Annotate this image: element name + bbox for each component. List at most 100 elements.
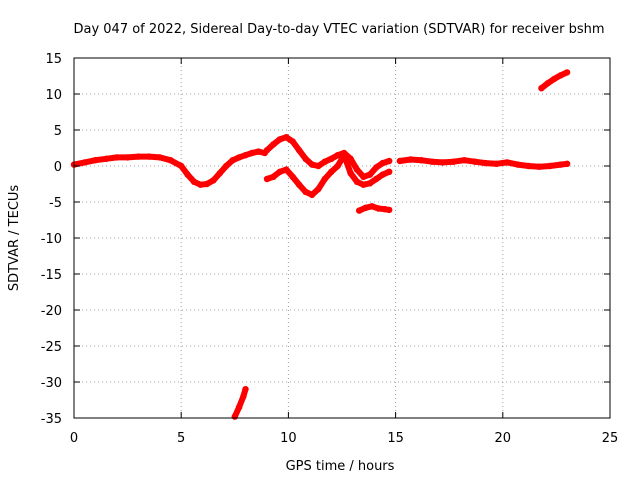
data-point xyxy=(178,162,185,170)
data-point xyxy=(557,72,564,79)
data-point xyxy=(210,177,217,184)
data-point xyxy=(289,173,296,180)
data-point xyxy=(353,178,361,185)
y-tick-label: -20 xyxy=(41,304,62,319)
data-point xyxy=(482,159,489,167)
data-point xyxy=(113,154,121,161)
y-tick-label: -10 xyxy=(41,232,62,247)
y-tick-label: 15 xyxy=(45,52,62,67)
data-point xyxy=(525,162,532,170)
data-point xyxy=(242,386,249,393)
data-point xyxy=(248,149,256,157)
data-point xyxy=(283,166,290,173)
data-point xyxy=(328,155,335,162)
data-point xyxy=(263,175,271,183)
data-point xyxy=(263,147,271,154)
data-point xyxy=(386,206,393,214)
data-point xyxy=(407,156,414,163)
data-point xyxy=(544,80,551,87)
data-point xyxy=(439,159,446,166)
data-point xyxy=(308,161,316,168)
data-point xyxy=(255,148,262,155)
data-point xyxy=(223,162,230,170)
x-tick-label: 25 xyxy=(602,431,619,446)
series-layer xyxy=(70,69,571,420)
data-point xyxy=(551,75,558,83)
data-point xyxy=(503,159,511,166)
data-point xyxy=(81,159,88,166)
data-point xyxy=(270,173,277,180)
x-tick-label: 20 xyxy=(495,431,512,446)
data-point xyxy=(321,158,328,165)
data-point xyxy=(135,153,142,160)
data-point xyxy=(145,153,153,160)
data-point xyxy=(276,168,283,175)
grid xyxy=(74,58,610,418)
data-point xyxy=(156,154,163,161)
data-point xyxy=(302,188,309,196)
data-point xyxy=(328,168,335,175)
data-point xyxy=(302,155,309,162)
data-point xyxy=(368,203,376,210)
data-point xyxy=(190,178,198,185)
data-point xyxy=(373,164,380,171)
y-tick-label: -5 xyxy=(49,196,62,211)
data-point xyxy=(283,134,290,141)
y-axis-label: SDTVAR / TECUs xyxy=(7,185,22,292)
data-point xyxy=(557,161,564,168)
y-tick-label: 5 xyxy=(54,124,62,139)
data-point xyxy=(450,158,457,165)
data-point xyxy=(493,160,500,167)
x-tick-label: 0 xyxy=(70,431,78,446)
x-tick-label: 10 xyxy=(280,431,297,446)
ticks: 0 5 10 15 20 25 15 10 5 0 -5 -10 -15 -20 -25 -30 -35 xyxy=(41,52,619,446)
data-point xyxy=(334,162,341,170)
data-point xyxy=(203,180,211,188)
data-point xyxy=(360,173,367,180)
x-tick-label: 5 xyxy=(177,431,185,446)
data-point xyxy=(379,159,386,167)
data-point xyxy=(379,171,386,178)
data-point xyxy=(375,205,382,212)
data-point xyxy=(340,152,348,159)
y-tick-label: -35 xyxy=(41,412,62,427)
data-point xyxy=(428,158,436,165)
data-point xyxy=(461,157,468,164)
data-point xyxy=(563,160,571,167)
data-point xyxy=(270,141,277,148)
data-point xyxy=(92,157,99,164)
y-tick-label: -30 xyxy=(41,376,62,391)
data-point xyxy=(362,204,369,211)
data-point xyxy=(386,168,393,175)
track-early-low xyxy=(231,386,249,420)
data-point xyxy=(347,170,354,177)
data-point xyxy=(216,170,223,177)
data-point xyxy=(295,181,303,188)
data-point xyxy=(353,166,361,173)
data-point xyxy=(315,185,322,193)
data-point xyxy=(308,191,316,198)
chart-title: Day 047 of 2022, Sidereal Day-to-day VTE… xyxy=(73,22,604,37)
data-point xyxy=(184,171,191,178)
data-point xyxy=(235,404,243,411)
data-point xyxy=(276,136,283,143)
data-point xyxy=(366,180,374,187)
data-point xyxy=(295,147,303,154)
data-point xyxy=(197,181,204,188)
data-point xyxy=(356,207,363,214)
y-tick-label: 10 xyxy=(45,88,62,103)
x-tick-label: 15 xyxy=(387,431,404,446)
x-axis-label: GPS time / hours xyxy=(286,459,395,474)
data-point xyxy=(536,163,543,170)
data-point xyxy=(418,157,425,164)
data-point xyxy=(229,157,236,164)
data-point xyxy=(242,152,249,159)
data-point xyxy=(124,154,131,161)
y-tick-label: -25 xyxy=(41,340,62,355)
y-tick-label: -15 xyxy=(41,268,62,283)
data-point xyxy=(334,152,341,159)
data-point xyxy=(514,161,521,168)
data-point xyxy=(471,158,479,165)
data-point xyxy=(396,157,404,165)
